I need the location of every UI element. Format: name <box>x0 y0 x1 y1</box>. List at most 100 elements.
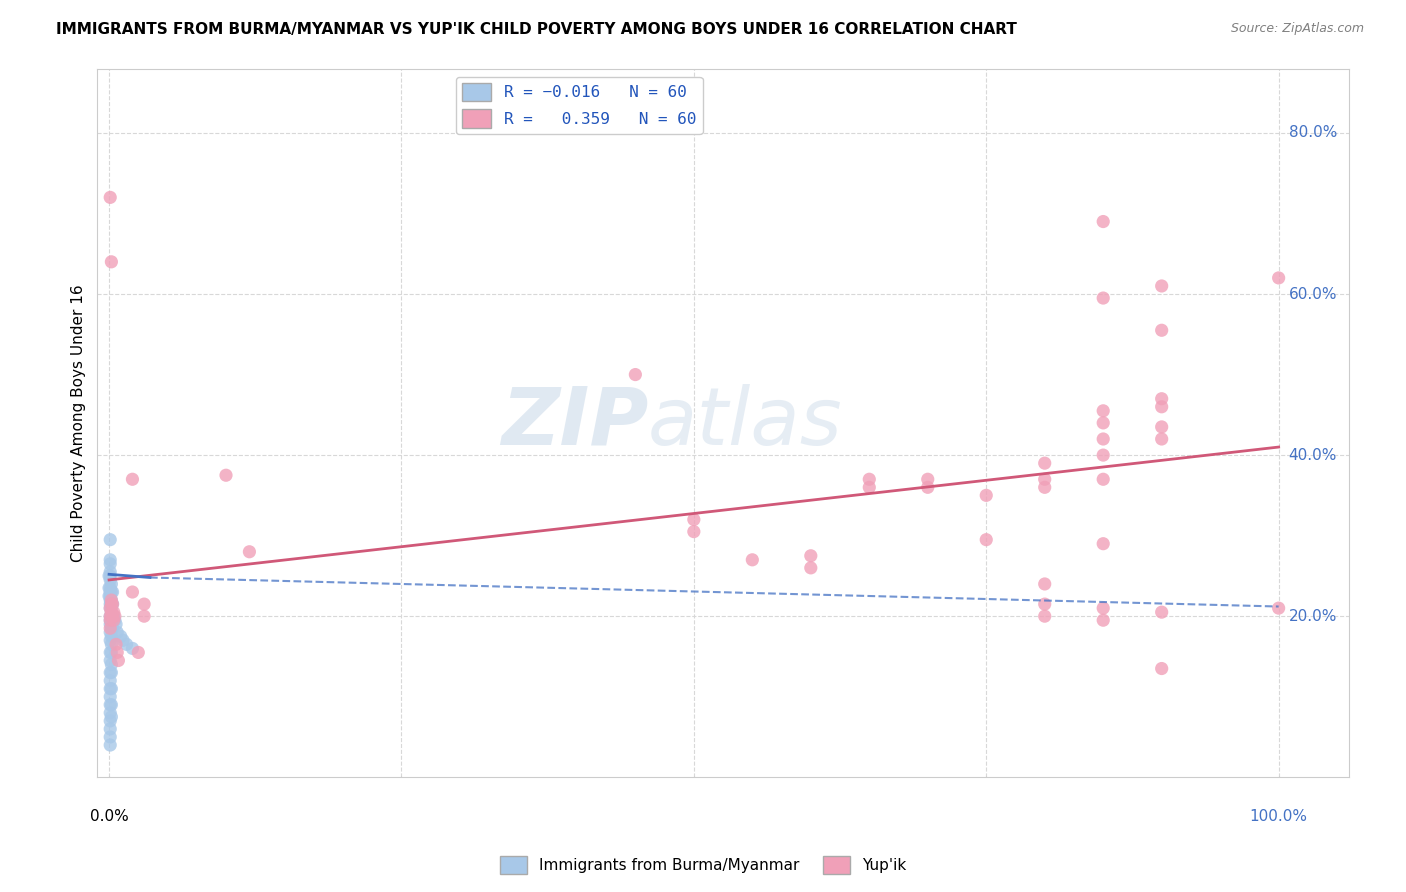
Point <box>1092 601 1115 615</box>
Point <box>917 472 939 486</box>
Point <box>110 629 132 643</box>
Point <box>1092 537 1115 551</box>
Text: atlas: atlas <box>648 384 842 462</box>
Point <box>1092 432 1115 446</box>
Point <box>100 255 122 269</box>
Point <box>98 730 121 744</box>
Point <box>98 698 121 712</box>
Point <box>858 472 880 486</box>
Point <box>101 585 124 599</box>
Point <box>127 645 149 659</box>
Point <box>1092 448 1115 462</box>
Point <box>741 553 763 567</box>
Point <box>1150 432 1173 446</box>
Text: Source: ZipAtlas.com: Source: ZipAtlas.com <box>1230 22 1364 36</box>
Point <box>974 488 997 502</box>
Point <box>98 681 121 696</box>
Point <box>1150 400 1173 414</box>
Point <box>98 589 121 603</box>
Point <box>682 512 704 526</box>
Point <box>98 617 121 632</box>
Point <box>100 665 122 680</box>
Point <box>100 593 122 607</box>
Point <box>98 633 121 648</box>
Point <box>1150 392 1173 406</box>
Point <box>98 625 121 640</box>
Point <box>100 593 122 607</box>
Point <box>121 472 143 486</box>
Point <box>98 613 121 627</box>
Point <box>98 593 121 607</box>
Point <box>100 585 122 599</box>
Point <box>917 480 939 494</box>
Point <box>1033 456 1056 470</box>
Text: 80.0%: 80.0% <box>1289 126 1337 140</box>
Text: 20.0%: 20.0% <box>1289 608 1337 624</box>
Point <box>100 710 122 724</box>
Point <box>98 609 121 624</box>
Point <box>1033 577 1056 591</box>
Point <box>134 609 156 624</box>
Point <box>98 645 121 659</box>
Point <box>98 665 121 680</box>
Point <box>100 577 122 591</box>
Text: 60.0%: 60.0% <box>1289 286 1337 301</box>
Point <box>98 565 121 579</box>
Point <box>1092 416 1115 430</box>
Point <box>624 368 647 382</box>
Point <box>121 641 143 656</box>
Point <box>98 706 121 720</box>
Point <box>98 573 121 587</box>
Point <box>1150 323 1173 337</box>
Point <box>1150 420 1173 434</box>
Point <box>1150 279 1173 293</box>
Point <box>105 625 128 640</box>
Point <box>800 549 823 563</box>
Point <box>98 557 121 571</box>
Point <box>1033 597 1056 611</box>
Point <box>100 681 122 696</box>
Point <box>100 645 122 659</box>
Point <box>1092 214 1115 228</box>
Point <box>107 653 129 667</box>
Point <box>103 609 125 624</box>
Point <box>98 673 121 688</box>
Point <box>1092 613 1115 627</box>
Legend: R = −0.016   N = 60, R =   0.359   N = 60: R = −0.016 N = 60, R = 0.359 N = 60 <box>456 77 703 134</box>
Point <box>105 617 128 632</box>
Point <box>101 621 124 635</box>
Point <box>101 609 124 624</box>
Point <box>1267 271 1289 285</box>
Point <box>98 722 121 736</box>
Point <box>100 629 122 643</box>
Point <box>98 585 121 599</box>
Point <box>98 597 121 611</box>
Point <box>104 609 127 624</box>
Point <box>238 545 260 559</box>
Point <box>101 597 124 611</box>
Point <box>100 637 122 651</box>
Point <box>98 601 121 615</box>
Point <box>98 553 121 567</box>
Point <box>98 533 121 547</box>
Point <box>98 653 121 667</box>
Point <box>115 637 138 651</box>
Point <box>105 637 128 651</box>
Point <box>100 621 122 635</box>
Point <box>101 597 124 611</box>
Point <box>100 601 122 615</box>
Point <box>858 480 880 494</box>
Point <box>98 714 121 728</box>
Point <box>974 533 997 547</box>
Point <box>1033 472 1056 486</box>
Point <box>98 621 121 635</box>
Legend: Immigrants from Burma/Myanmar, Yup'ik: Immigrants from Burma/Myanmar, Yup'ik <box>494 850 912 880</box>
Point <box>98 569 121 583</box>
Text: IMMIGRANTS FROM BURMA/MYANMAR VS YUP'IK CHILD POVERTY AMONG BOYS UNDER 16 CORREL: IMMIGRANTS FROM BURMA/MYANMAR VS YUP'IK … <box>56 22 1017 37</box>
Point <box>100 698 122 712</box>
Point <box>100 609 122 624</box>
Point <box>682 524 704 539</box>
Point <box>1092 472 1115 486</box>
Text: ZIP: ZIP <box>501 384 648 462</box>
Point <box>98 569 121 583</box>
